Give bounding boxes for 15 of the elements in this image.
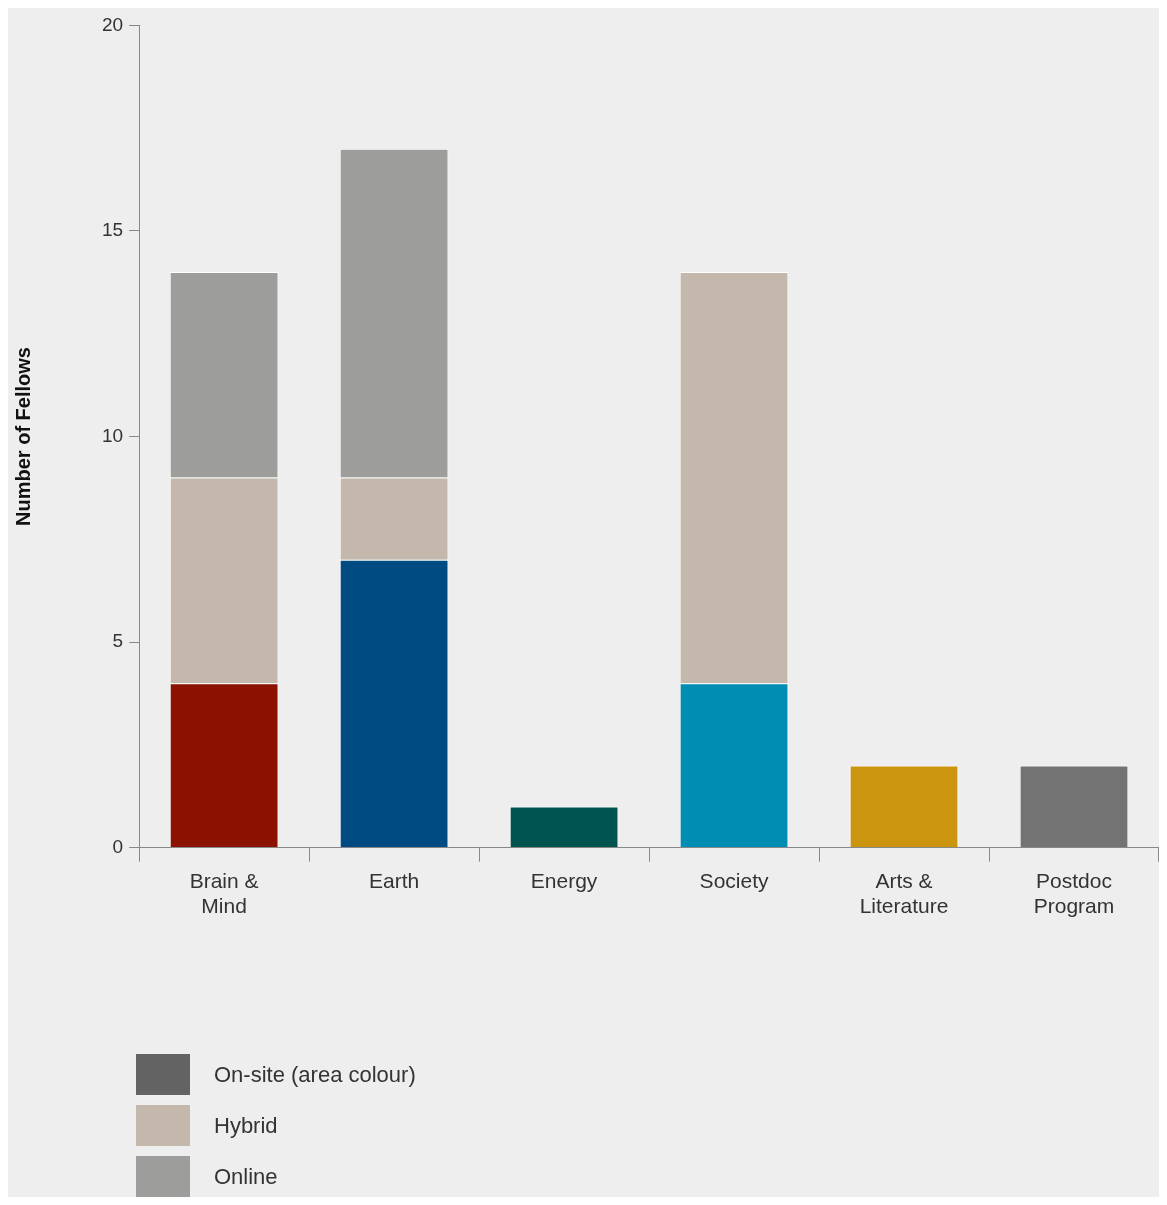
y-tick-label: 20: [101, 13, 124, 35]
legend-label: Hybrid: [214, 1112, 278, 1139]
legend-label: On-site (area colour): [214, 1061, 416, 1088]
y-axis-title: Number of Fellows: [11, 347, 34, 526]
x-tick-label: Energy: [530, 869, 598, 892]
x-tick-label: Society: [699, 869, 769, 892]
y-tick-label: 0: [112, 835, 124, 857]
x-tick-label: Earth: [369, 869, 420, 892]
y-tick-label: 10: [101, 424, 124, 446]
x-tick-label: Arts & Literature: [859, 869, 949, 918]
y-tick-label: 15: [101, 219, 124, 241]
x-tick-label: Brain & Mind: [189, 869, 259, 918]
x-tick-label: Postdoc Program: [1033, 869, 1115, 918]
legend-label: Online: [214, 1163, 278, 1190]
y-tick-label: 5: [112, 630, 124, 652]
